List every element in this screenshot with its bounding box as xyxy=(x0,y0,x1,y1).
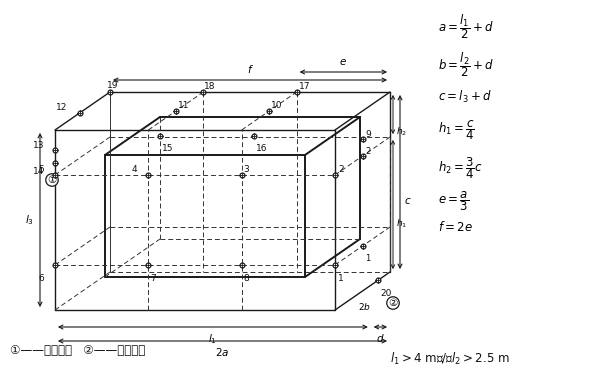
Text: $2a$: $2a$ xyxy=(215,346,230,358)
Text: 20: 20 xyxy=(380,290,391,298)
Text: ②: ② xyxy=(388,298,398,308)
Text: $h_1=\dfrac{c}{4}$: $h_1=\dfrac{c}{4}$ xyxy=(438,118,475,142)
Text: 2: 2 xyxy=(338,165,344,174)
Text: 1: 1 xyxy=(365,254,371,263)
Text: ①——发动机俧   ②——发电机俧: ①——发动机俧 ②——发电机俧 xyxy=(10,344,145,357)
Text: $2b$: $2b$ xyxy=(358,301,371,312)
Text: 14: 14 xyxy=(32,167,44,176)
Text: 2: 2 xyxy=(365,147,371,156)
Text: $b=\dfrac{l_2}{2}+d$: $b=\dfrac{l_2}{2}+d$ xyxy=(438,51,494,80)
Text: $a=\dfrac{l_1}{2}+d$: $a=\dfrac{l_1}{2}+d$ xyxy=(438,13,494,41)
Text: 7: 7 xyxy=(151,274,156,283)
Text: 19: 19 xyxy=(107,81,119,90)
Text: 9: 9 xyxy=(365,130,371,139)
Text: $l_1>4\ \mathrm{m}$和/或$l_2>2.5\ \mathrm{m}$: $l_1>4\ \mathrm{m}$和/或$l_2>2.5\ \mathrm{… xyxy=(390,351,510,367)
Text: 3: 3 xyxy=(244,165,250,174)
Text: 8: 8 xyxy=(244,274,250,283)
Text: 1: 1 xyxy=(338,274,344,283)
Text: 6: 6 xyxy=(38,274,44,283)
Text: $c$: $c$ xyxy=(404,196,412,206)
Text: 13: 13 xyxy=(32,141,44,150)
Text: $l_3$: $l_3$ xyxy=(25,213,34,227)
Text: $e$: $e$ xyxy=(340,57,347,67)
Text: $h_2$: $h_2$ xyxy=(396,125,407,138)
Text: $h_2=\dfrac{3}{4}c$: $h_2=\dfrac{3}{4}c$ xyxy=(438,155,483,181)
Text: $h_1$: $h_1$ xyxy=(396,217,407,230)
Text: 17: 17 xyxy=(299,82,310,91)
Text: 11: 11 xyxy=(178,101,190,110)
Text: ①: ① xyxy=(47,175,56,185)
Text: $l_1$: $l_1$ xyxy=(208,332,217,346)
Text: $d$: $d$ xyxy=(376,332,385,344)
Text: $e=\dfrac{a}{3}$: $e=\dfrac{a}{3}$ xyxy=(438,189,469,213)
Text: 15: 15 xyxy=(163,144,174,153)
Text: 10: 10 xyxy=(271,101,283,110)
Text: 5: 5 xyxy=(38,165,44,174)
Text: 4: 4 xyxy=(132,165,137,174)
Text: $f$: $f$ xyxy=(247,63,253,75)
Text: 16: 16 xyxy=(256,144,267,153)
Text: 18: 18 xyxy=(205,82,216,91)
Text: $c=l_3+d$: $c=l_3+d$ xyxy=(438,89,491,105)
Text: 12: 12 xyxy=(56,103,68,112)
Text: $f=2e$: $f=2e$ xyxy=(438,220,473,234)
